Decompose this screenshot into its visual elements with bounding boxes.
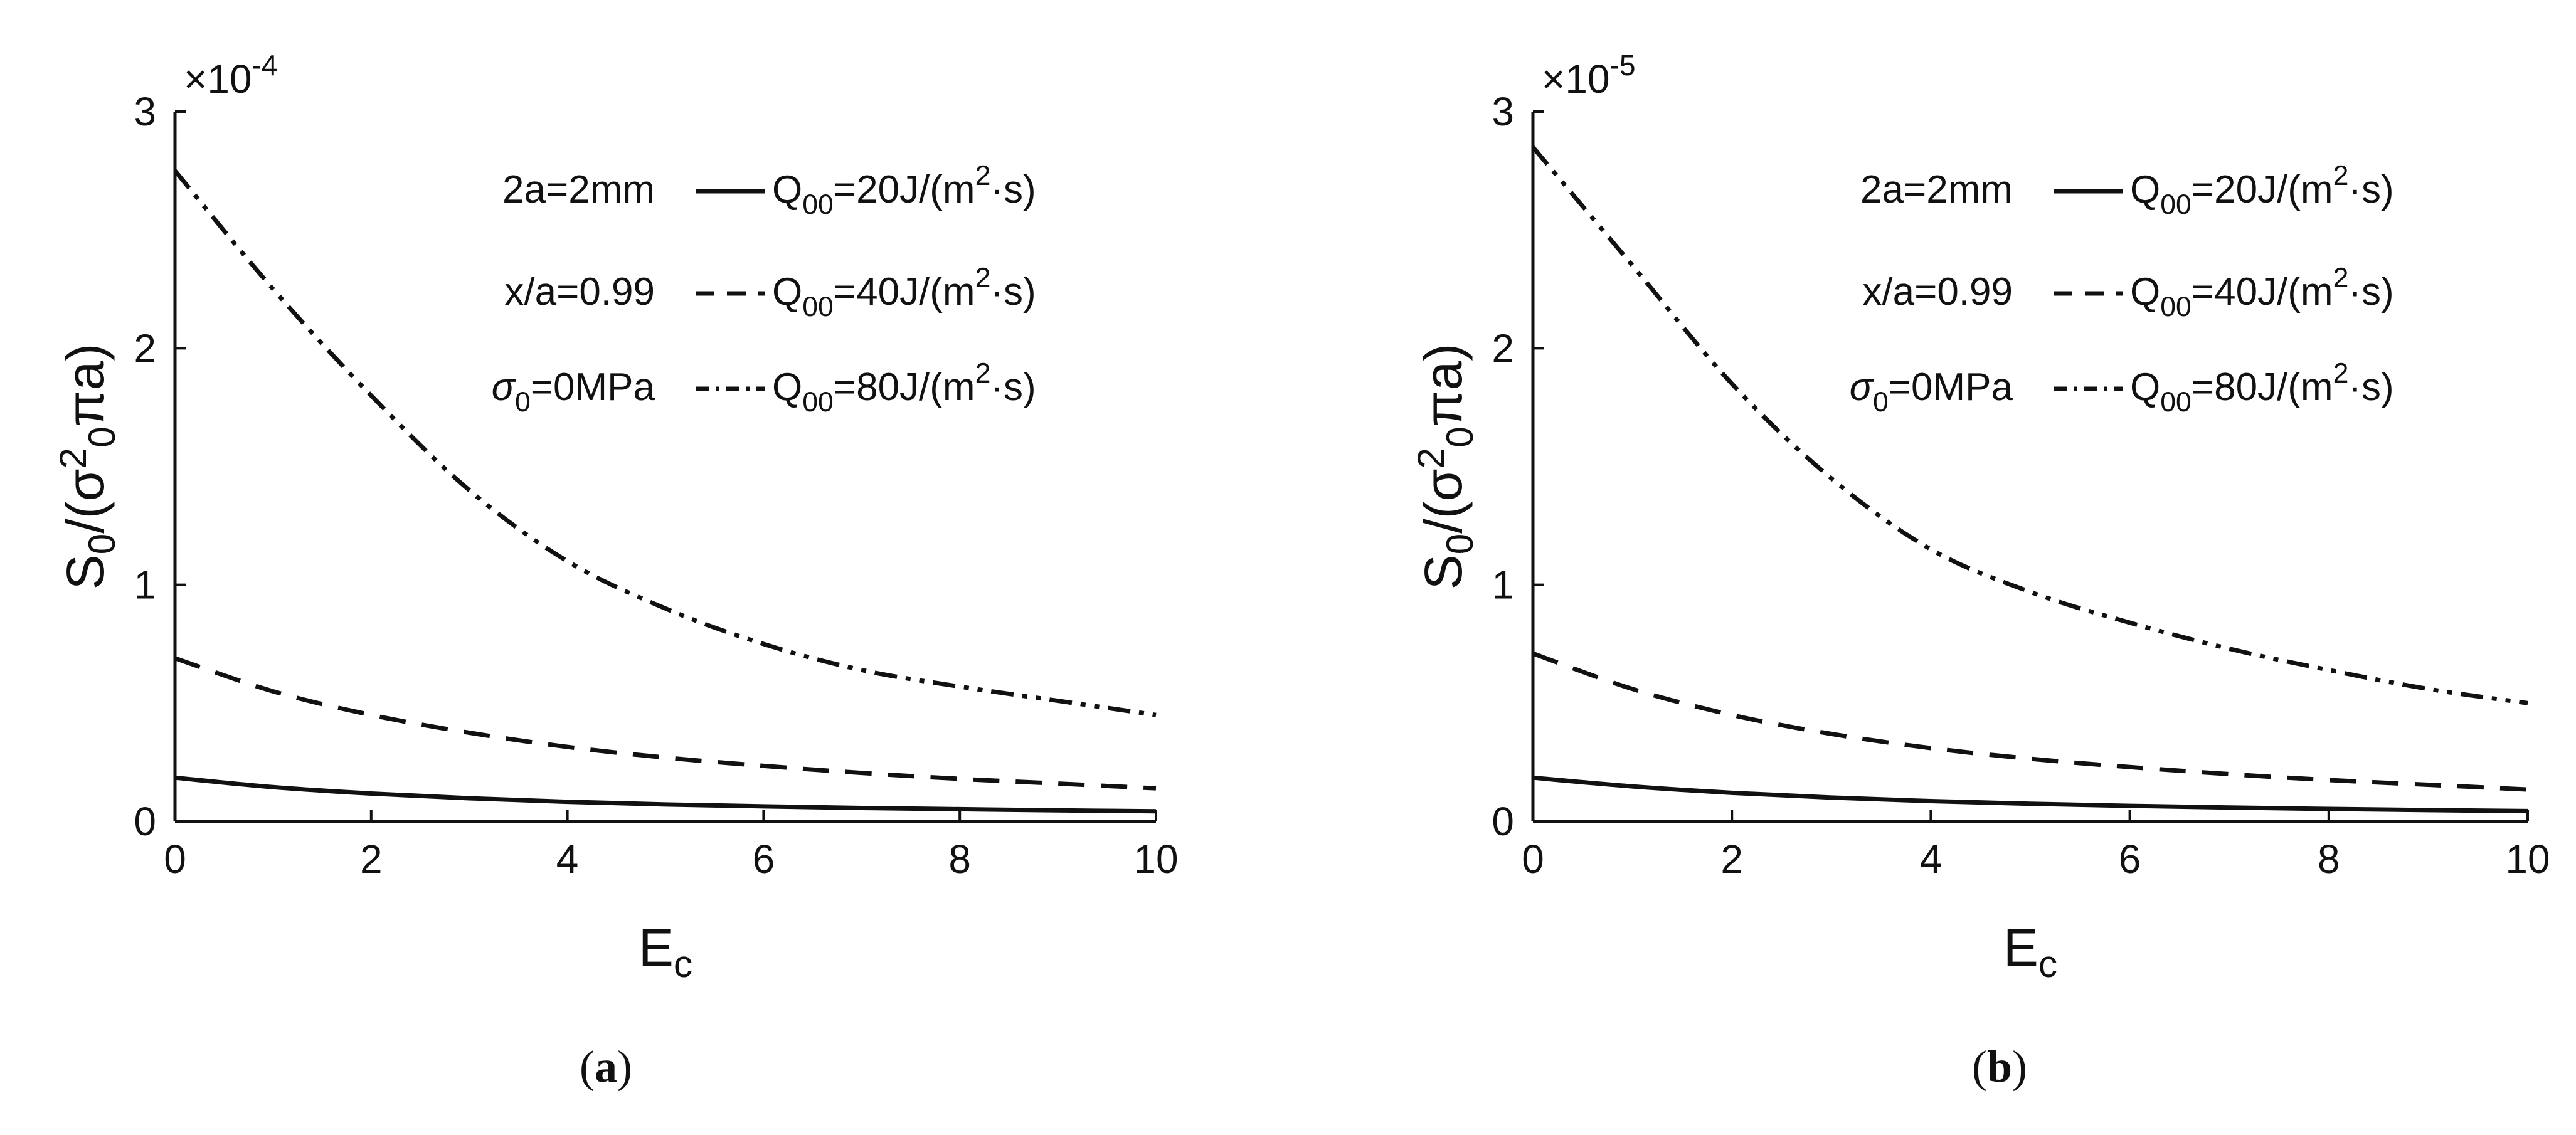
series-line-solid [1532,775,2528,813]
annotation-crack: 2a=2mm [1860,168,2013,211]
series-line-dashed [1532,651,2528,792]
x-tick-label: 10 [2505,837,2550,882]
series-line-dashed [174,656,1157,791]
x-tick-label: 6 [2119,837,2141,882]
y-exponent: ×10-5​ [1542,49,1636,102]
x-tick-label: 10 [1133,837,1178,882]
y-tick-label: 1 [134,562,156,608]
y-tick-label: 0 [1492,799,1514,844]
series-line-dashdot [1531,145,2528,705]
legend-entry-dashed: Q00=40J/(m2·s) [2130,263,2394,322]
x-axis-label: Ec​ [639,918,692,985]
x-tick-label: 4 [556,837,579,882]
legend-entry-dashdot: Q00=80J/(m2·s) [2130,358,2394,418]
y-axis-label: S0/(σ20πa) [1409,344,1481,590]
panel-a: 0 2 4 6 8 10 0 1 2 3 ×10-4​ Ec​ S0/(σ20πa) 2a=2mm x/a=… [51,49,1179,1092]
legend-entry-dashdot: Q00=80J/(m2·s) [772,358,1036,418]
y-tick-label: 3 [1492,89,1514,134]
x-tick-label: 0 [1522,837,1544,882]
series-line-solid [174,775,1157,814]
y-tick-label: 3 [134,89,156,134]
x-tick-label: 2 [360,837,383,882]
annotation-position: x/a=0.99 [1862,270,2013,314]
annotation-position: x/a=0.99 [504,270,655,314]
y-tick-label: 2 [134,325,156,371]
x-tick-label: 8 [948,837,971,882]
x-tick-label: 4 [1920,837,1943,882]
legend-entry-solid: Q00=20J/(m2·s) [772,161,1036,220]
series-line-dashdot [173,169,1157,717]
y-axis-label: S0/(σ20πa) [51,344,123,590]
x-tick-label: 2 [1720,837,1743,882]
y-tick-label: 1 [1492,562,1514,608]
annotation-stress: σ0=0MPa [1850,366,2013,418]
legend-entry-dashed: Q00=40J/(m2·s) [772,263,1036,322]
x-tick-label: 8 [2318,837,2340,882]
annotation-stress: σ0=0MPa [492,366,655,418]
panel-label: (b) [1972,1042,2027,1092]
panel-b: 0 2 4 6 8 10 0 1 2 3 ×10-5​ Ec​ S0/(σ20πa) 2a=2mm x/a=… [1409,49,2550,1092]
y-exponent: ×10-4​ [184,49,278,102]
y-tick-label: 0 [134,799,156,844]
legend-entry-solid: Q00=20J/(m2·s) [2130,161,2394,220]
x-axis-label: Ec​ [2003,918,2057,985]
x-tick-label: 0 [164,837,186,882]
panel-label: (a) [580,1042,632,1092]
annotation-crack: 2a=2mm [502,168,655,211]
x-tick-label: 6 [753,837,775,882]
y-tick-label: 2 [1492,325,1514,371]
